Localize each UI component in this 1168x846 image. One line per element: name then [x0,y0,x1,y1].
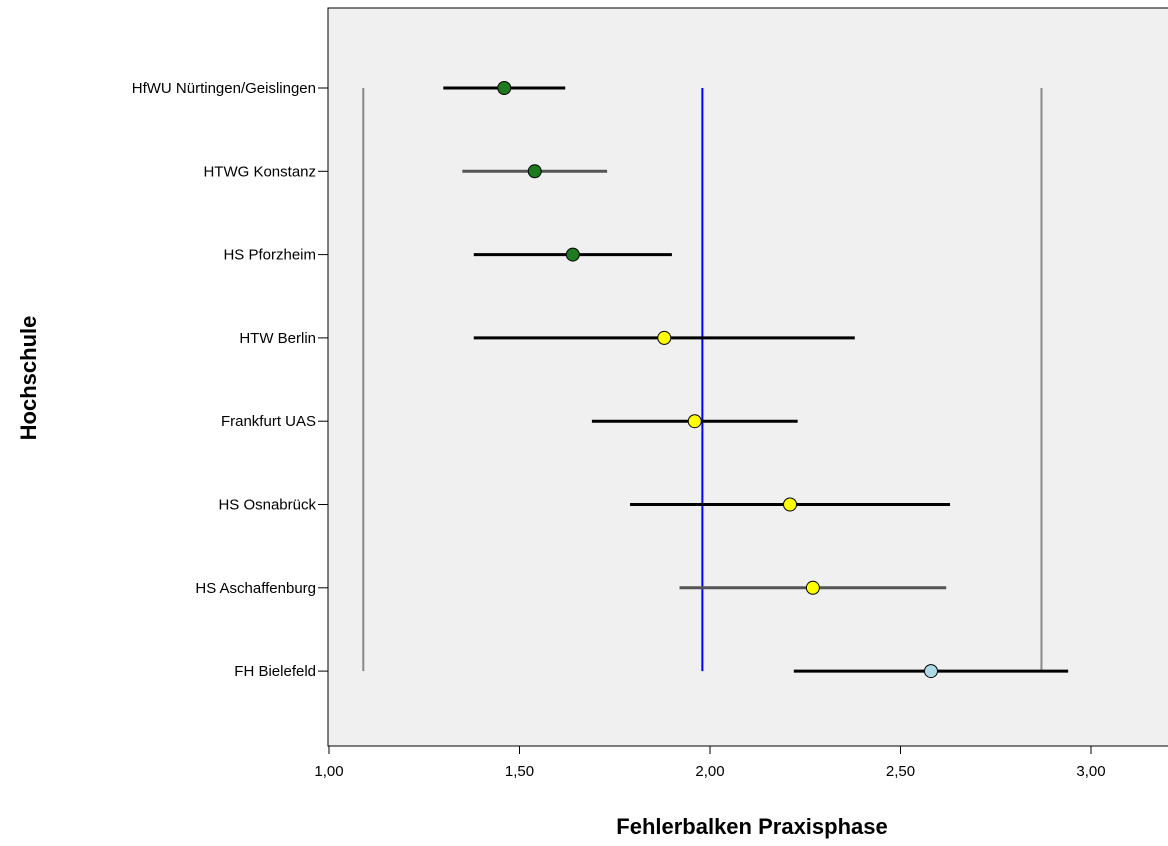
x-tick-label: 2,00 [695,763,724,780]
mean-marker [783,497,798,512]
y-tick-label: HS Aschaffenburg [195,580,316,597]
x-axis: 1,00 1,50 2,00 2,50 3,00 [314,746,1106,780]
mean-marker [687,414,702,429]
mean-marker [527,164,542,179]
mean-marker [497,81,512,95]
y-tick-label: HfWU Nürtingen/Geislingen [132,80,316,97]
x-tick-label: 1,50 [505,763,534,780]
y-tick-label: FH Bielefeld [234,663,316,680]
plot-area [327,7,1168,747]
mean-markers [497,81,938,679]
mean-marker [657,330,672,345]
y-axis-title: Hochschule [16,316,41,441]
y-tick-label: HTWG Konstanz [203,163,316,180]
x-axis-title: Fehlerbalken Praxisphase [616,814,887,839]
mean-marker [805,580,820,595]
y-tick-label: HTW Berlin [239,330,316,347]
x-tick-label: 3,00 [1076,763,1105,780]
reference-lines [362,88,1043,672]
y-axis: HfWU Nürtingen/Geislingen HTWG Konstanz HS… [132,80,328,680]
mean-marker [923,664,938,679]
y-tick-label: HS Pforzheim [223,247,316,264]
y-tick-label: Frankfurt UAS [221,413,316,430]
x-tick-label: 1,00 [314,763,343,780]
y-tick-label: HS Osnabrück [218,497,316,514]
x-tick-label: 2,50 [886,763,915,780]
mean-marker [565,247,580,262]
